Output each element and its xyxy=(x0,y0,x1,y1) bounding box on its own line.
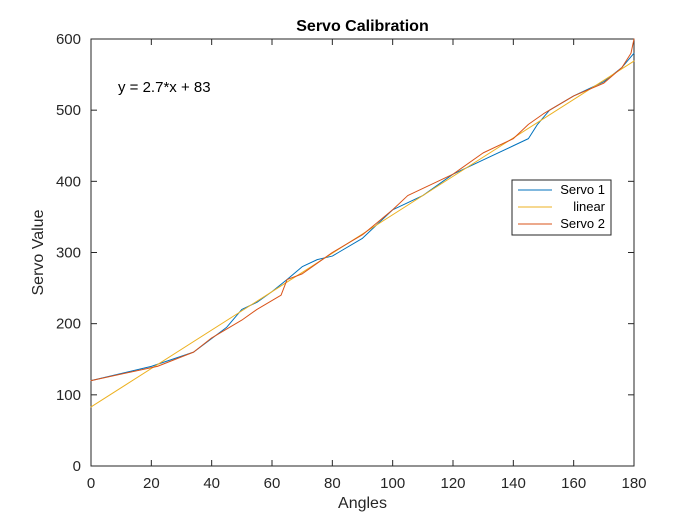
legend: Servo 1 linear Servo 2 xyxy=(511,179,612,236)
x-axis-label: Angles xyxy=(338,495,387,512)
plot-frame xyxy=(90,38,635,467)
y-axis-label: Servo Value xyxy=(30,209,47,295)
legend-label-servo-2: Servo 2 xyxy=(560,216,605,231)
plot-area xyxy=(90,38,635,467)
x-tick-label: 0 xyxy=(87,475,95,492)
y-tick-label: 0 xyxy=(73,458,81,475)
y-tick-label: 300 xyxy=(56,245,81,262)
x-tick-label: 160 xyxy=(561,475,586,492)
x-tick-label: 80 xyxy=(324,475,341,492)
x-tick-label: 140 xyxy=(501,475,526,492)
legend-label-servo-1: Servo 1 xyxy=(560,182,605,197)
y-tick-label: 100 xyxy=(56,387,81,404)
series-layer xyxy=(90,38,635,408)
series-line-linear xyxy=(90,60,635,408)
x-tick-label: 40 xyxy=(203,475,220,492)
x-tick-label: 180 xyxy=(621,475,646,492)
series-line-servo-2 xyxy=(90,38,635,382)
legend-label-linear: linear xyxy=(573,199,605,214)
x-tick-label: 20 xyxy=(143,475,160,492)
x-tick-label: 60 xyxy=(264,475,281,492)
y-tick-label: 200 xyxy=(56,316,81,333)
x-tick-label: 100 xyxy=(380,475,405,492)
y-tick-label: 500 xyxy=(56,102,81,119)
y-tick-label: 600 xyxy=(56,31,81,48)
chart-title: Servo Calibration xyxy=(296,18,428,35)
axis-ticks: 0 20 40 60 80 100 120 140 160 180 0 100 200 300 400 500… xyxy=(56,31,647,492)
y-tick-label: 400 xyxy=(56,173,81,190)
equation-annotation: y = 2.7*x + 83 xyxy=(118,79,211,96)
x-tick-label: 120 xyxy=(440,475,465,492)
